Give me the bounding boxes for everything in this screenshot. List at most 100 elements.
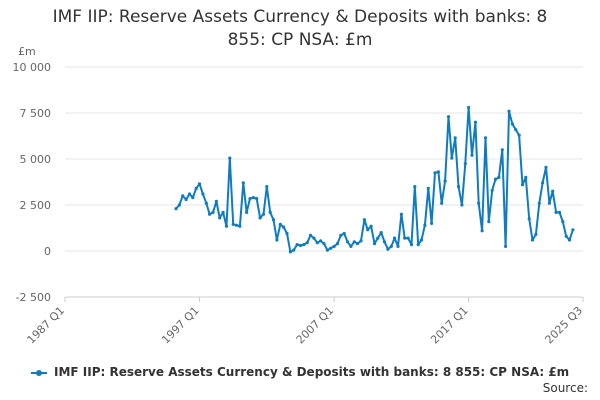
data-point[interactable] xyxy=(436,170,440,174)
data-point[interactable] xyxy=(376,236,380,240)
data-point[interactable] xyxy=(534,232,538,236)
data-point[interactable] xyxy=(352,240,356,244)
data-point[interactable] xyxy=(389,244,393,248)
data-point[interactable] xyxy=(470,153,474,157)
data-point[interactable] xyxy=(473,120,477,124)
data-point[interactable] xyxy=(319,239,323,243)
data-point[interactable] xyxy=(292,248,296,252)
data-point[interactable] xyxy=(305,241,309,245)
data-point[interactable] xyxy=(325,248,329,252)
data-point[interactable] xyxy=(537,201,541,205)
data-point[interactable] xyxy=(181,194,185,198)
data-point[interactable] xyxy=(544,165,548,169)
data-point[interactable] xyxy=(393,236,397,240)
legend[interactable]: IMF IIP: Reserve Assets Currency & Depos… xyxy=(0,365,600,379)
data-point[interactable] xyxy=(547,201,552,205)
data-point[interactable] xyxy=(228,156,232,160)
data-point[interactable] xyxy=(184,197,188,202)
data-point[interactable] xyxy=(288,250,292,254)
data-point[interactable] xyxy=(483,136,488,140)
data-point[interactable] xyxy=(477,201,481,205)
data-point[interactable] xyxy=(369,224,373,228)
data-point[interactable] xyxy=(541,181,545,185)
data-point[interactable] xyxy=(197,182,202,186)
data-point[interactable] xyxy=(487,220,491,224)
data-point[interactable] xyxy=(551,189,555,193)
data-point[interactable] xyxy=(564,234,568,238)
data-point[interactable] xyxy=(379,231,383,235)
data-point[interactable] xyxy=(349,244,353,248)
data-point[interactable] xyxy=(382,240,387,244)
data-point[interactable] xyxy=(440,201,444,205)
data-point[interactable] xyxy=(372,242,377,246)
data-point[interactable] xyxy=(211,210,215,214)
data-point[interactable] xyxy=(261,212,266,216)
data-point[interactable] xyxy=(345,240,350,244)
data-point[interactable] xyxy=(335,242,340,246)
data-point[interactable] xyxy=(561,220,565,224)
data-point[interactable] xyxy=(453,136,457,140)
data-point[interactable] xyxy=(426,186,430,190)
data-point[interactable] xyxy=(258,216,262,220)
data-point[interactable] xyxy=(282,225,286,229)
data-point[interactable] xyxy=(251,196,255,200)
data-point[interactable] xyxy=(504,244,508,248)
data-point[interactable] xyxy=(493,177,498,181)
data-point[interactable] xyxy=(268,210,272,214)
data-point[interactable] xyxy=(322,242,326,246)
data-point[interactable] xyxy=(201,192,205,196)
data-point[interactable] xyxy=(308,233,313,237)
data-point[interactable] xyxy=(396,244,400,248)
data-point[interactable] xyxy=(386,247,390,251)
data-point[interactable] xyxy=(208,212,212,216)
data-point[interactable] xyxy=(359,239,363,243)
data-point[interactable] xyxy=(530,238,535,242)
data-point[interactable] xyxy=(187,192,192,196)
data-point[interactable] xyxy=(557,210,562,214)
data-point[interactable] xyxy=(450,156,454,160)
data-point[interactable] xyxy=(214,199,218,203)
data-point[interactable] xyxy=(460,203,464,207)
data-point[interactable] xyxy=(463,162,467,166)
data-point[interactable] xyxy=(366,228,370,232)
data-point[interactable] xyxy=(224,224,229,228)
data-point[interactable] xyxy=(524,175,528,179)
data-point[interactable] xyxy=(231,222,235,226)
data-point[interactable] xyxy=(507,109,511,113)
data-point[interactable] xyxy=(362,218,366,222)
data-point[interactable] xyxy=(446,115,451,119)
data-point[interactable] xyxy=(255,197,259,201)
data-point[interactable] xyxy=(423,223,427,227)
data-point[interactable] xyxy=(497,175,501,179)
data-point[interactable] xyxy=(342,231,346,236)
data-point[interactable] xyxy=(265,185,269,189)
data-point[interactable] xyxy=(514,128,518,132)
data-point[interactable] xyxy=(302,243,306,247)
data-point[interactable] xyxy=(238,224,242,228)
data-point[interactable] xyxy=(413,185,417,189)
data-point[interactable] xyxy=(527,217,531,221)
data-point[interactable] xyxy=(271,218,276,222)
data-point[interactable] xyxy=(174,207,178,211)
data-point[interactable] xyxy=(248,197,252,201)
data-point[interactable] xyxy=(234,223,239,227)
data-point[interactable] xyxy=(399,212,403,216)
data-point[interactable] xyxy=(312,236,316,240)
data-point[interactable] xyxy=(456,185,461,189)
data-point[interactable] xyxy=(403,236,407,240)
data-point[interactable] xyxy=(191,196,195,200)
data-point[interactable] xyxy=(245,210,249,214)
data-point[interactable] xyxy=(510,122,514,126)
data-point[interactable] xyxy=(571,228,575,232)
data-point[interactable] xyxy=(329,246,333,250)
data-point[interactable] xyxy=(433,171,437,175)
data-point[interactable] xyxy=(275,238,279,242)
data-point[interactable] xyxy=(409,243,414,247)
data-point[interactable] xyxy=(278,222,282,226)
data-point[interactable] xyxy=(194,186,198,190)
data-point[interactable] xyxy=(480,229,484,233)
data-point[interactable] xyxy=(356,242,360,246)
data-point[interactable] xyxy=(218,216,222,220)
data-point[interactable] xyxy=(221,210,225,214)
data-point[interactable] xyxy=(567,238,572,242)
